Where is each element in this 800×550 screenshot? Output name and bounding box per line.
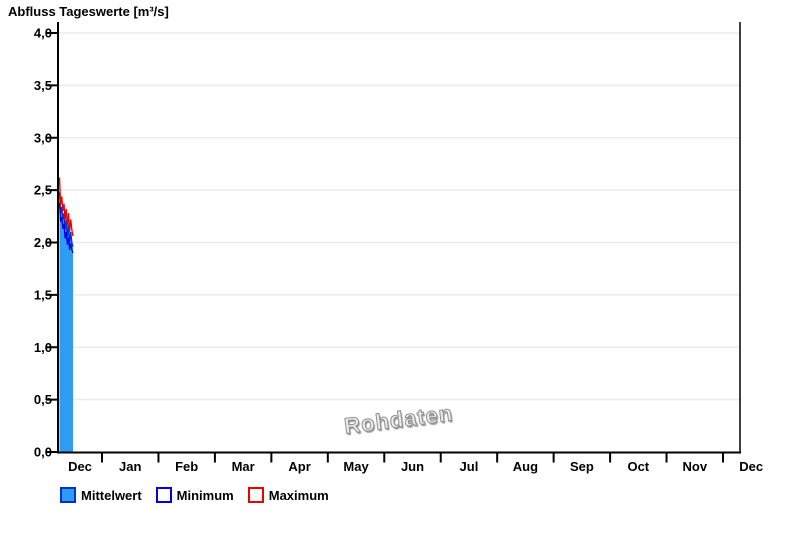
legend-item-minimum: Minimum bbox=[155, 487, 234, 503]
chart-title: Abfluss Tageswerte [m³/s] bbox=[8, 4, 169, 19]
x-month-label: Sep bbox=[570, 459, 594, 474]
y-tick-label: 2,5 bbox=[34, 183, 52, 198]
maximum-swatch-icon bbox=[247, 487, 264, 503]
y-tick-label: 2,0 bbox=[34, 235, 52, 250]
minimum-line bbox=[58, 202, 74, 254]
x-month-label: Feb bbox=[175, 459, 198, 474]
minimum-swatch-icon bbox=[155, 487, 172, 503]
y-tick-label: 1,0 bbox=[34, 340, 52, 355]
chart-legend: Mittelwert Minimum Maximum bbox=[60, 487, 329, 503]
x-month-label: Dec bbox=[68, 459, 92, 474]
legend-item-maximum: Maximum bbox=[247, 487, 329, 503]
mittelwert-swatch-icon bbox=[60, 487, 76, 503]
x-month-label: Aug bbox=[513, 459, 538, 474]
y-tick-label: 0,5 bbox=[34, 392, 52, 407]
x-month-label: Jul bbox=[460, 459, 479, 474]
y-tick-label: 3,0 bbox=[34, 130, 52, 145]
x-month-label: Oct bbox=[627, 459, 649, 474]
x-month-label: Jun bbox=[401, 459, 424, 474]
x-month-label: Mar bbox=[232, 459, 255, 474]
mittelwert-area bbox=[59, 192, 73, 452]
y-tick-label: 3,5 bbox=[34, 78, 52, 93]
x-month-label: Apr bbox=[288, 459, 310, 474]
mittelwert-edge-line bbox=[58, 192, 74, 247]
x-month-label: Dec bbox=[739, 459, 763, 474]
x-month-label: Jan bbox=[119, 459, 141, 474]
x-month-label: Nov bbox=[682, 459, 707, 474]
y-tick-label: 0,0 bbox=[34, 445, 52, 460]
maximum-line bbox=[58, 177, 74, 237]
y-tick-label: 1,5 bbox=[34, 287, 52, 302]
x-month-label: May bbox=[343, 459, 369, 474]
legend-label-maximum: Maximum bbox=[268, 487, 329, 503]
legend-item-mittelwert: Mittelwert bbox=[60, 487, 142, 503]
legend-label-minimum: Minimum bbox=[176, 487, 234, 503]
legend-label-mittelwert: Mittelwert bbox=[81, 487, 142, 503]
y-tick-label: 4,0 bbox=[34, 26, 52, 41]
